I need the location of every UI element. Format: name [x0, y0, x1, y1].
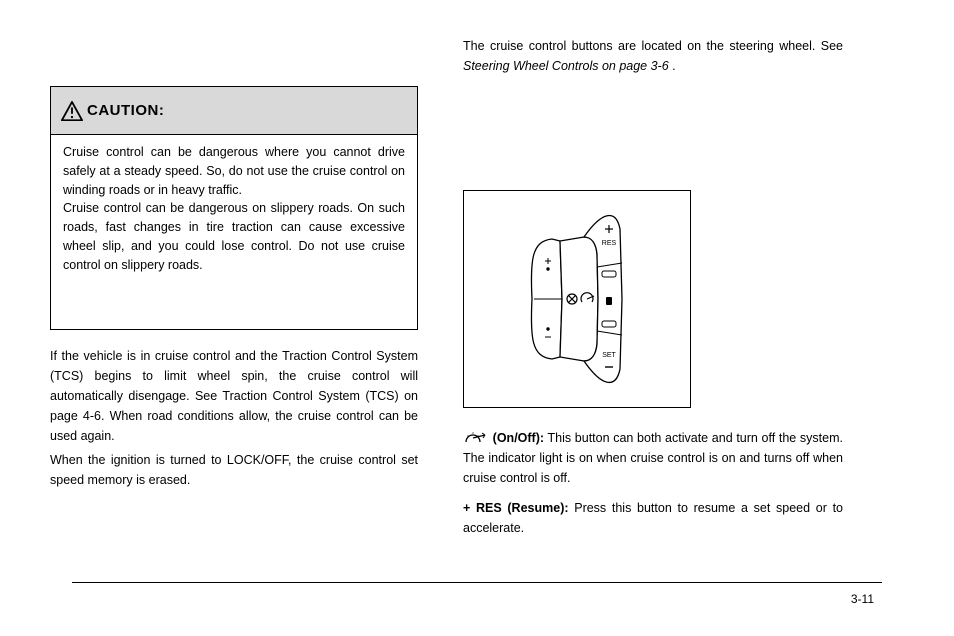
caution-title: CAUTION: [87, 102, 164, 119]
right-intro: The cruise control buttons are located o… [463, 36, 843, 76]
cruise-control-figure: RES SET [463, 190, 691, 408]
cruise-gauge-icon [463, 430, 489, 444]
caution-box: CAUTION: Cruise control can be dangerous… [50, 86, 418, 330]
left-paragraph-1: If the vehicle is in cruise control and … [50, 346, 418, 446]
caution-body: Cruise control can be dangerous where yo… [51, 135, 417, 286]
res-label: RES [602, 240, 617, 247]
resume-label: + RES (Resume): [463, 501, 569, 515]
warning-triangle-icon [61, 101, 83, 121]
page-number: 3-11 [851, 592, 874, 606]
left-paragraph-2: When the ignition is turned to LOCK/OFF,… [50, 450, 418, 490]
page-root: CAUTION: Cruise control can be dangerous… [0, 0, 954, 636]
right-item-onoff: (On/Off): This button can both activate … [463, 428, 843, 488]
cruise-control-diagram-icon: RES SET [492, 199, 662, 399]
footer-divider [72, 582, 882, 583]
right-item-resume: + RES (Resume): Press this button to res… [463, 498, 843, 538]
caution-body-text: Cruise control can be dangerous where yo… [63, 143, 405, 274]
set-label: SET [602, 352, 616, 359]
right-intro-suffix: . [672, 59, 675, 73]
onoff-label: (On/Off): [493, 431, 544, 445]
caution-header: CAUTION: [51, 87, 417, 135]
right-intro-link: Steering Wheel Controls on page 3-6 [463, 59, 669, 73]
right-intro-prefix: The cruise control buttons are located o… [463, 39, 843, 53]
